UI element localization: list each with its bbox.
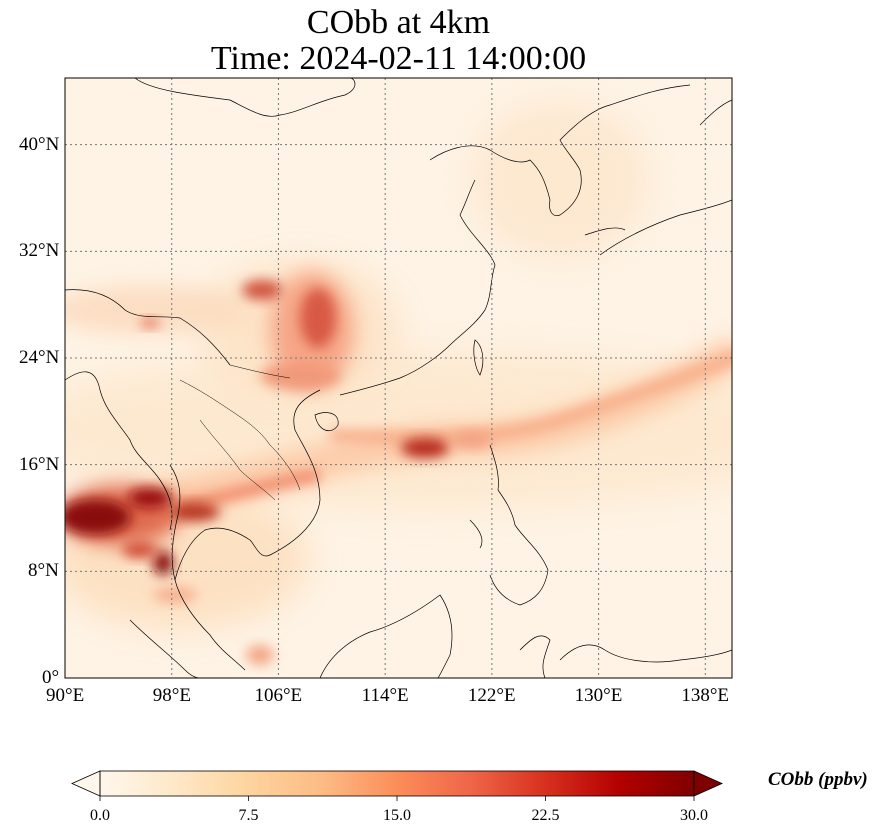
y-tick-label: 16°N — [19, 453, 60, 475]
colorbar-tick-marks — [99, 796, 695, 801]
colorbar-extend-min — [71, 770, 101, 797]
colorbar-tick-label: 22.5 — [531, 807, 560, 824]
colorbar-extend-max — [693, 770, 723, 797]
x-tick-label: 98°E — [152, 685, 191, 706]
colorbar-tick-label: 30.0 — [680, 807, 708, 824]
concentration-field — [65, 100, 732, 665]
map-subtitle-time: Time: 2024-02-11 14:00:00 — [210, 40, 587, 77]
gridlines — [65, 78, 732, 678]
y-tick-label: 0° — [42, 667, 60, 688]
colorbar-tick-label: 0.0 — [90, 807, 110, 824]
colorbar-tick-label: 7.5 — [238, 807, 259, 824]
x-tick-label: 130°E — [574, 685, 623, 706]
plot-frame — [64, 77, 733, 679]
colorbar-label: CObb (ppbv) — [768, 769, 868, 790]
colorbar-gradient — [100, 771, 694, 796]
x-tick-label: 106°E — [254, 685, 303, 706]
colorbar — [71, 770, 723, 801]
x-tick-label: 122°E — [467, 685, 516, 706]
y-tick-label: 32°N — [19, 240, 60, 262]
coastlines — [65, 78, 732, 678]
y-tick-label: 40°N — [19, 133, 60, 155]
map-title: CObb at 4km — [306, 4, 491, 41]
y-tick-label: 8°N — [28, 560, 59, 582]
x-tick-label: 138°E — [681, 685, 730, 706]
x-tick-label: 90°E — [46, 685, 85, 706]
colorbar-tick-label: 15.0 — [383, 807, 411, 824]
x-tick-label: 114°E — [361, 685, 409, 706]
y-tick-label: 24°N — [19, 347, 60, 368]
